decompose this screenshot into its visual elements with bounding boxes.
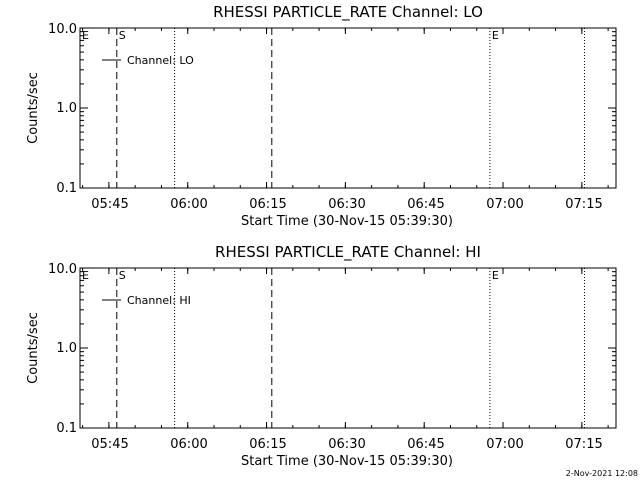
chart-panel-lo: RHESSI PARTICLE_RATE Channel: LO Counts/… — [26, 3, 617, 229]
y-tick-label: 1.0 — [56, 101, 77, 116]
x-tick-label: 06:15 — [249, 197, 286, 212]
x-axis-label: Start Time (30-Nov-15 05:39:30) — [241, 214, 453, 229]
chart-title: RHESSI PARTICLE_RATE Channel: HI — [215, 243, 481, 262]
marker-label: E — [492, 269, 499, 282]
y-tick-label: 0.1 — [56, 421, 77, 436]
y-tick-label: 10.0 — [48, 22, 77, 37]
tick-marks — [80, 27, 616, 189]
chart-title: RHESSI PARTICLE_RATE Channel: LO — [213, 3, 483, 22]
marker-label: E — [82, 269, 89, 282]
x-tick-label: 06:30 — [328, 197, 365, 212]
print-timestamp: 2-Nov-2021 12:08 — [566, 469, 638, 478]
x-tick-label: 06:30 — [328, 437, 365, 452]
x-tick-label: 06:45 — [407, 197, 444, 212]
x-tick-label: 07:00 — [486, 437, 523, 452]
x-tick-label: 06:00 — [170, 437, 207, 452]
y-tick-label: 0.1 — [56, 181, 77, 196]
marker-label: S — [119, 29, 126, 42]
x-tick-label: 05:45 — [91, 197, 128, 212]
y-axis-label: Counts/sec — [26, 312, 41, 384]
plot-frame — [79, 27, 617, 189]
y-tick-labels: 0.1 1.0 10.0 — [48, 22, 77, 196]
x-tick-label: 06:45 — [407, 437, 444, 452]
marker-label: E — [492, 29, 499, 42]
chart-panel-hi: RHESSI PARTICLE_RATE Channel: HI Counts/… — [26, 243, 617, 469]
plot-frame — [79, 267, 617, 429]
x-tick-label: 06:00 — [170, 197, 207, 212]
x-tick-label: 05:45 — [91, 437, 128, 452]
y-tick-label: 10.0 — [48, 262, 77, 277]
x-tick-label: 07:00 — [486, 197, 523, 212]
x-axis-label: Start Time (30-Nov-15 05:39:30) — [241, 454, 453, 469]
marker-label: S — [119, 269, 126, 282]
y-axis-label: Counts/sec — [26, 72, 41, 144]
x-tick-label: 06:15 — [249, 437, 286, 452]
legend-label: Channel: HI — [127, 294, 191, 307]
legend: Channel: HI — [102, 294, 191, 307]
x-tick-labels: 05:45 06:00 06:15 06:30 06:45 07:00 07:1… — [91, 197, 602, 212]
legend: Channel: LO — [102, 54, 194, 67]
tick-marks — [80, 267, 616, 429]
legend-label: Channel: LO — [127, 54, 194, 67]
x-tick-label: 07:15 — [565, 197, 602, 212]
marker-label: E — [82, 29, 89, 42]
x-tick-label: 07:15 — [565, 437, 602, 452]
y-tick-label: 1.0 — [56, 341, 77, 356]
y-tick-labels: 0.1 1.0 10.0 — [48, 262, 77, 436]
x-tick-labels: 05:45 06:00 06:15 06:30 06:45 07:00 07:1… — [91, 437, 602, 452]
